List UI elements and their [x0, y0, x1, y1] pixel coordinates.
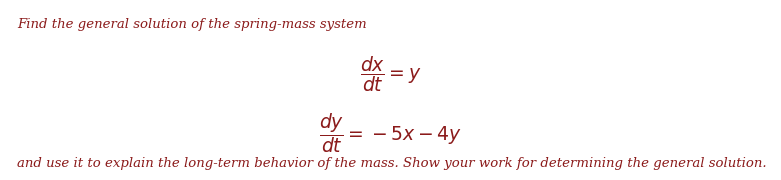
Text: Find the general solution of the spring-mass system: Find the general solution of the spring-…: [17, 18, 367, 31]
Text: $\dfrac{dx}{dt} = y$: $\dfrac{dx}{dt} = y$: [360, 54, 421, 94]
Text: and use it to explain the long-term behavior of the mass. Show your work for det: and use it to explain the long-term beha…: [17, 157, 767, 170]
Text: $\dfrac{dy}{dt} = -5x - 4y$: $\dfrac{dy}{dt} = -5x - 4y$: [319, 112, 462, 156]
